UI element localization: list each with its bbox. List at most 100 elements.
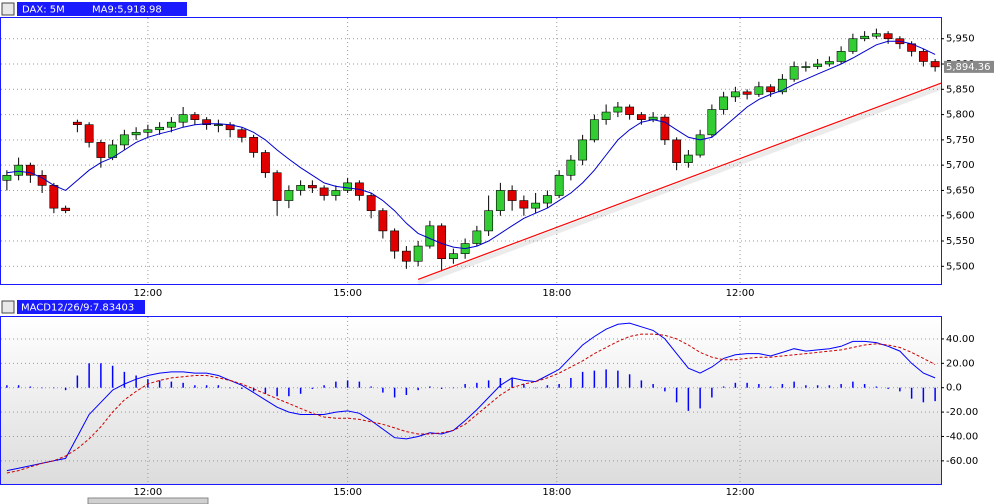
- histogram-bar: [769, 386, 772, 388]
- histogram-bar: [781, 384, 784, 388]
- histogram-bar: [875, 386, 878, 388]
- ma-label: MA9:5,918.98: [92, 5, 162, 16]
- histogram-bar: [205, 385, 208, 388]
- histogram-bar: [793, 381, 795, 388]
- x-tick-label: 12:00: [726, 487, 755, 498]
- candle-body: [237, 129, 247, 138]
- histogram-bar: [311, 387, 314, 389]
- candle-body: [625, 106, 635, 115]
- histogram-bar: [182, 382, 184, 388]
- scrollbar[interactable]: [87, 497, 209, 504]
- candle-body: [672, 139, 682, 163]
- histogram-bar: [170, 381, 173, 388]
- histogram-bar: [699, 387, 701, 409]
- x-tick-label: 18:00: [542, 487, 571, 498]
- histogram-bar: [899, 387, 901, 392]
- histogram-bar: [429, 386, 431, 388]
- candle-body: [742, 91, 752, 95]
- histogram-bar: [358, 381, 361, 388]
- histogram-bar: [276, 387, 278, 397]
- histogram-bar: [417, 387, 419, 391]
- macd-header: [17, 300, 145, 314]
- candle-body: [178, 114, 188, 123]
- histogram-bar: [88, 363, 90, 388]
- candle-body: [754, 86, 764, 95]
- histogram-bar: [828, 385, 831, 388]
- candle-body: [307, 185, 317, 189]
- histogram-bar: [29, 386, 32, 388]
- y-tick-label: 5,950: [946, 34, 975, 45]
- y-tick-label: 5,650: [946, 185, 975, 196]
- candle-body: [824, 61, 834, 65]
- histogram-bar: [922, 387, 925, 403]
- candle-body: [61, 207, 71, 211]
- histogram-bar: [452, 387, 455, 389]
- y-tick-label: 5,550: [946, 236, 975, 247]
- price-panel: [0, 17, 942, 285]
- macd-panel: [0, 316, 942, 485]
- histogram-bar: [934, 387, 936, 402]
- candle-body: [848, 38, 858, 52]
- macd-header-strip: [0, 298, 998, 315]
- histogram-bar: [252, 387, 255, 392]
- candle-body: [2, 174, 12, 181]
- histogram-bar: [852, 381, 854, 388]
- histogram-bar: [687, 387, 690, 411]
- candle-body: [213, 124, 223, 127]
- candle-body: [390, 230, 400, 252]
- histogram-bar: [335, 381, 337, 388]
- candle-body: [566, 159, 576, 176]
- histogram-bar: [41, 387, 43, 389]
- window-icon[interactable]: [1, 2, 15, 16]
- candle-body: [166, 121, 176, 128]
- candle-body: [190, 114, 200, 120]
- histogram-bar: [229, 387, 231, 389]
- histogram-bar: [158, 380, 161, 388]
- histogram-bar: [523, 384, 525, 388]
- candle-body: [601, 111, 611, 120]
- histogram-bar: [910, 387, 913, 399]
- histogram-bar: [570, 377, 572, 388]
- candle-body: [507, 190, 517, 201]
- candle-body: [707, 109, 717, 136]
- histogram-bar: [546, 385, 549, 388]
- candle-body: [836, 51, 846, 62]
- candle-body: [202, 119, 212, 126]
- candle-body: [766, 86, 776, 93]
- x-tick-label: 15:00: [333, 288, 362, 299]
- histogram-bar: [405, 387, 408, 396]
- y-tick-label: 40.00: [946, 334, 975, 345]
- candle-body: [789, 66, 799, 80]
- histogram-bar: [476, 382, 478, 388]
- histogram-bar: [605, 369, 607, 388]
- y-tick-label: 5,850: [946, 84, 975, 95]
- candle-body: [331, 190, 341, 196]
- window-icon[interactable]: [1, 300, 15, 314]
- candle-body: [660, 116, 670, 141]
- y-tick-label: 20.00: [946, 358, 975, 369]
- candle-body: [472, 230, 482, 244]
- candle-body: [319, 187, 329, 196]
- histogram-bar: [558, 384, 560, 388]
- histogram-bar: [640, 380, 643, 388]
- candle-body: [519, 200, 529, 209]
- histogram-bar: [617, 370, 619, 388]
- candle-body: [801, 66, 811, 68]
- x-tick-label: 12:00: [133, 487, 162, 498]
- candle-body: [343, 182, 353, 191]
- candle-body: [284, 190, 294, 201]
- trendline: [417, 82, 942, 280]
- moving-average: [6, 40, 936, 250]
- macd-title: MACD12/26/9:7.83403: [21, 303, 134, 314]
- y-tick-label: 5,600: [946, 211, 975, 222]
- histogram-bar: [816, 385, 819, 388]
- histogram-bar: [264, 387, 267, 394]
- current-price-box: [944, 60, 994, 73]
- histogram-bar: [863, 384, 866, 388]
- candle-body: [578, 139, 588, 161]
- y-tick-label: 5,750: [946, 135, 975, 146]
- histogram-bar: [346, 380, 349, 388]
- histogram-bar: [464, 384, 466, 388]
